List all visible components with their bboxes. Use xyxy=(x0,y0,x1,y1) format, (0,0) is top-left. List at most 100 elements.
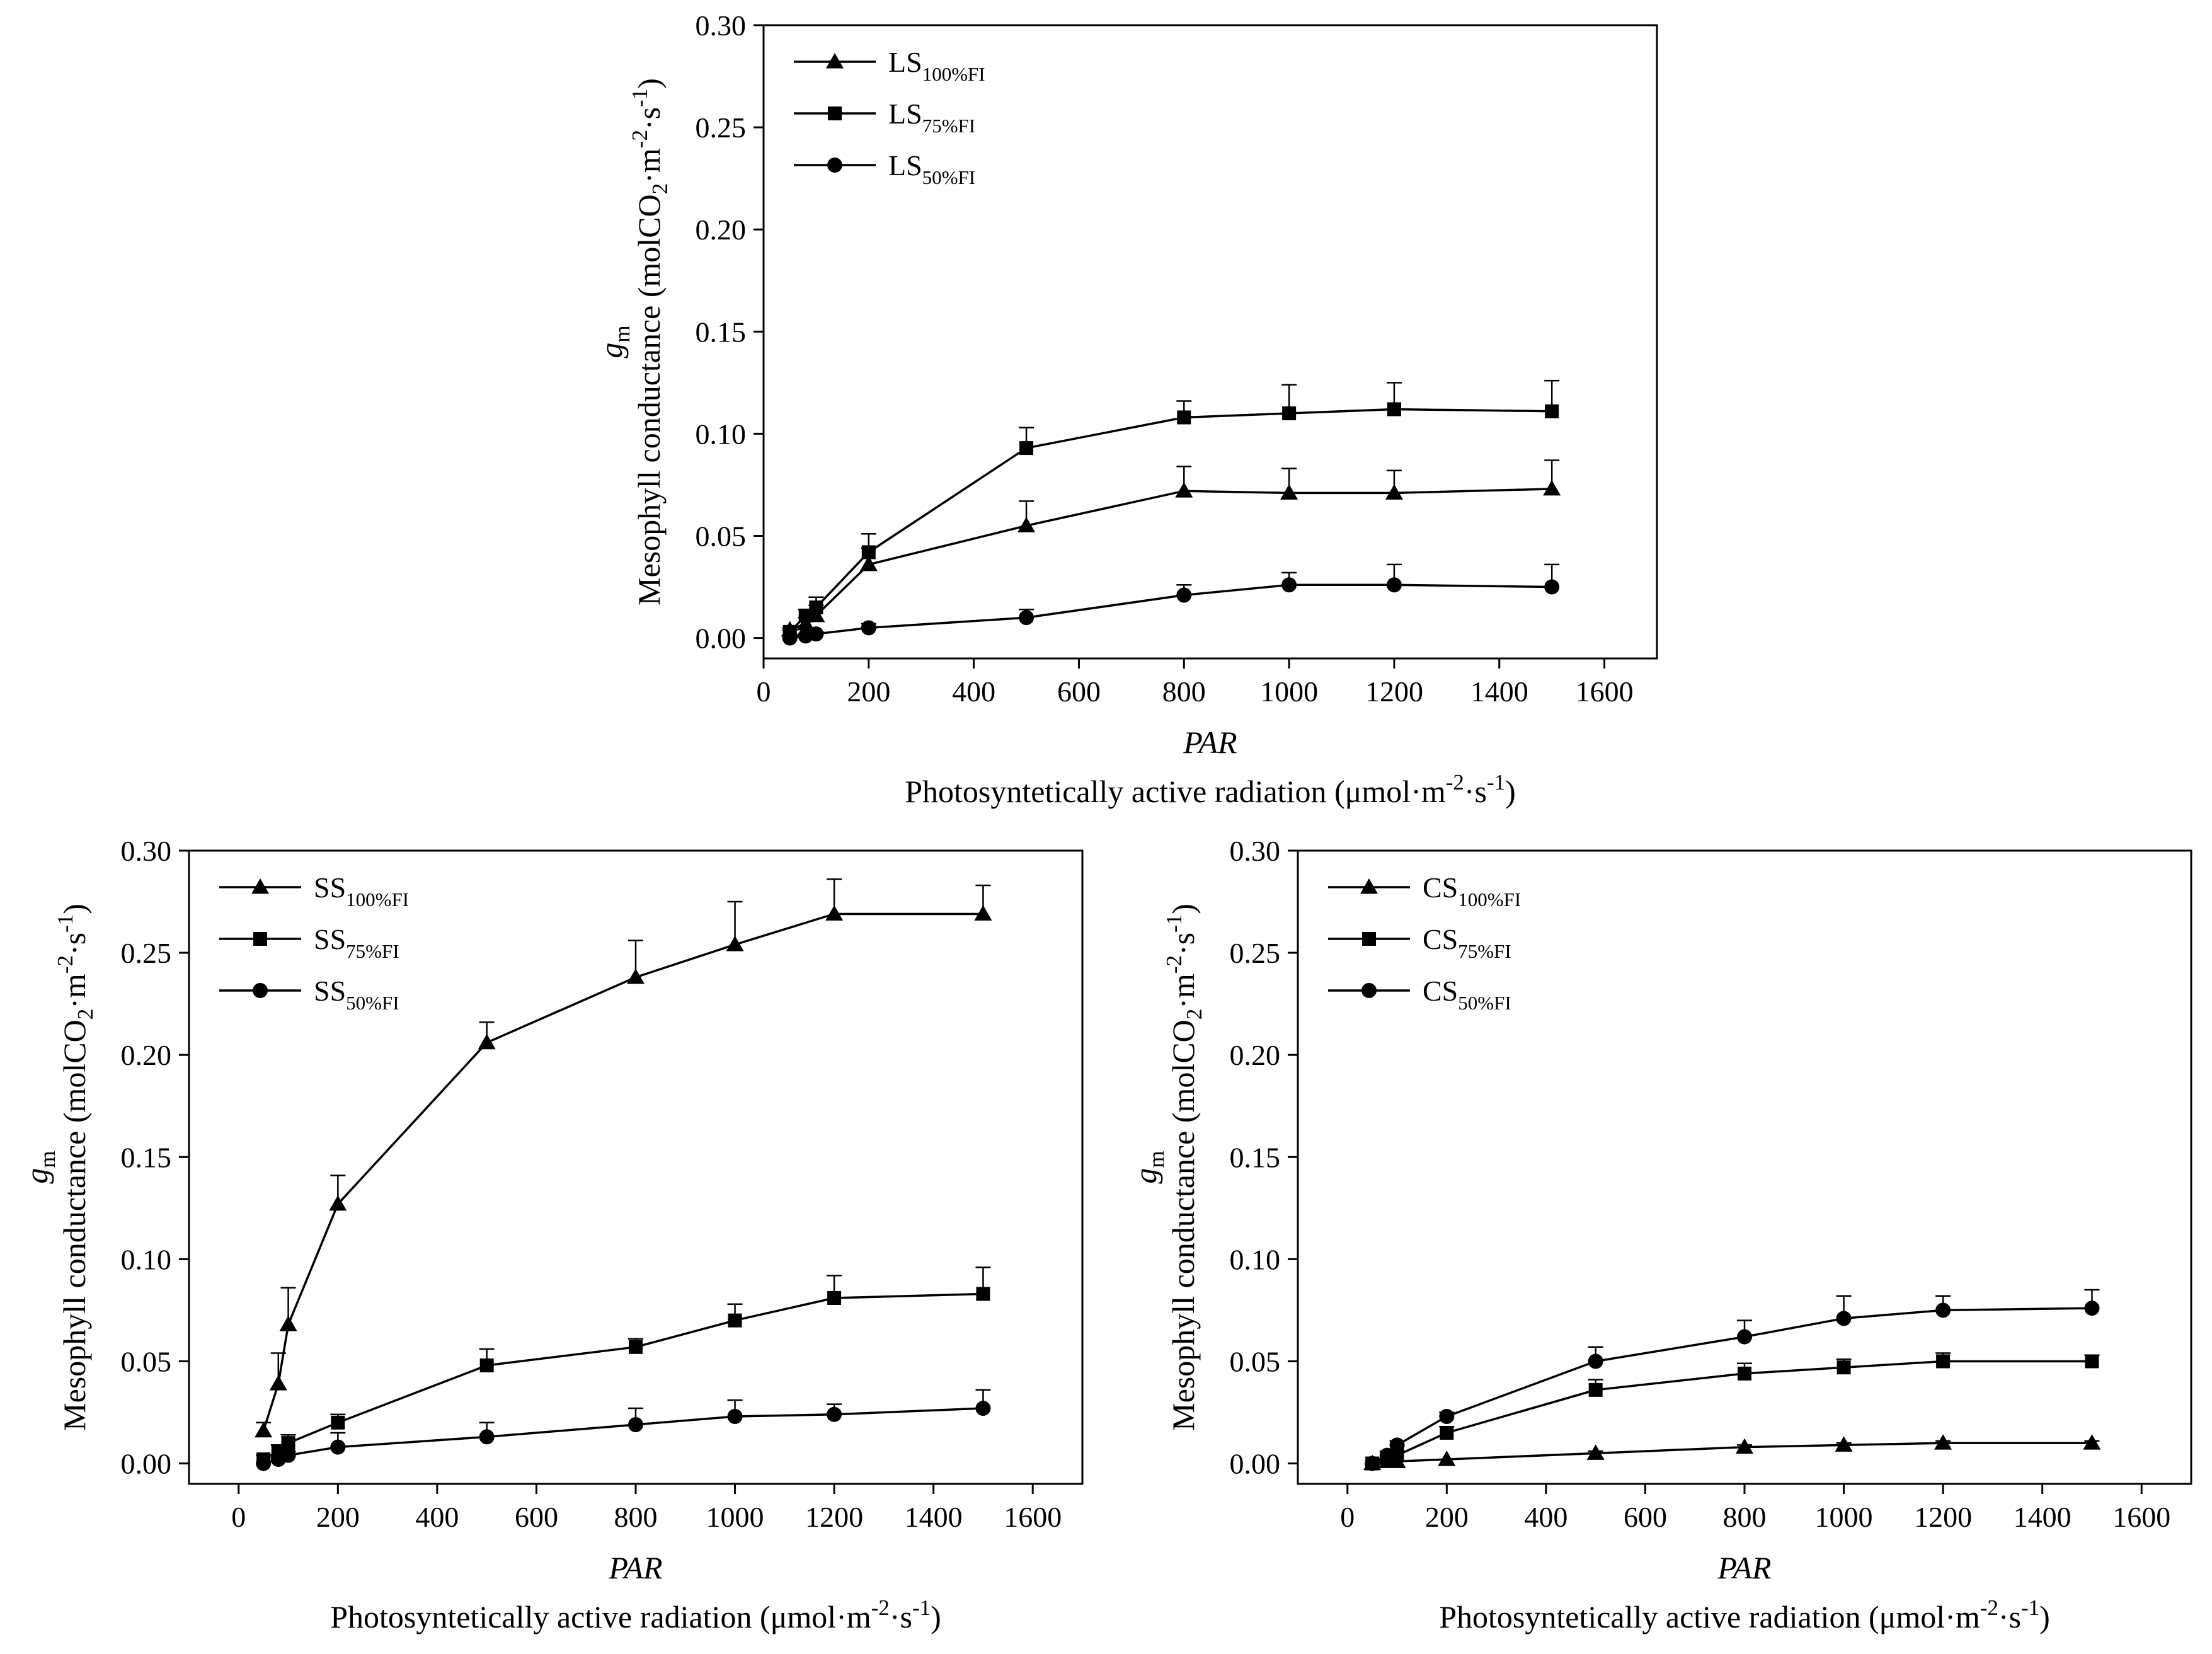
legend-marker xyxy=(828,106,842,120)
data-point xyxy=(827,1290,842,1305)
series-ls-50pctfi xyxy=(782,563,1560,646)
data-point xyxy=(798,608,813,623)
y-tick-label: 0.15 xyxy=(1230,1141,1281,1173)
data-point xyxy=(1389,1437,1405,1453)
y-axis-variable: gm xyxy=(19,1151,60,1183)
legend-label: CS100%FI xyxy=(1423,871,1521,910)
x-tick-label: 800 xyxy=(1162,675,1206,708)
data-point xyxy=(255,1421,273,1438)
data-point xyxy=(1835,1436,1853,1452)
data-point xyxy=(1836,1311,1852,1326)
data-point xyxy=(330,1439,346,1455)
data-point xyxy=(629,1340,643,1354)
legend: SS100%FI SS75%FI SS50%FI xyxy=(219,871,409,1014)
x-tick-label: 0 xyxy=(757,675,771,708)
data-point xyxy=(331,1415,345,1430)
x-tick-label: 600 xyxy=(1624,1501,1667,1533)
y-axis-variable: gm xyxy=(1128,1151,1169,1183)
y-tick-label: 0.25 xyxy=(121,937,172,969)
data-point xyxy=(1736,1438,1753,1454)
legend-label: SS100%FI xyxy=(314,871,409,910)
x-axis-variable: PAR xyxy=(1717,1550,1771,1585)
data-point xyxy=(1175,482,1193,498)
data-point xyxy=(825,905,844,921)
x-axis-label: Photosyntetically active radiation (μmol… xyxy=(1439,1595,2050,1634)
legend-marker xyxy=(1362,932,1376,946)
data-point xyxy=(1588,1353,1603,1369)
data-point xyxy=(1282,406,1297,420)
y-tick-label: 0.10 xyxy=(1230,1243,1281,1275)
legend-label: CS50%FI xyxy=(1423,975,1511,1014)
data-point xyxy=(1588,1382,1603,1397)
series-line xyxy=(1372,1307,2092,1465)
data-point xyxy=(861,620,876,636)
x-axis-variable: PAR xyxy=(608,1550,662,1585)
data-point xyxy=(1019,441,1034,456)
y-axis-label: Mesophyll conductance (molCO2·m-2·s-1) xyxy=(627,78,672,606)
data-point xyxy=(1837,1360,1851,1375)
data-point xyxy=(256,1456,272,1471)
data-point xyxy=(281,1436,295,1450)
x-tick-label: 400 xyxy=(415,1501,459,1533)
y-tick-label: 0.05 xyxy=(121,1345,172,1377)
data-point xyxy=(627,968,645,984)
y-tick-label: 0.05 xyxy=(1230,1345,1281,1377)
data-point xyxy=(1440,1425,1454,1440)
y-tick-label: 0.20 xyxy=(1230,1039,1281,1071)
data-point xyxy=(628,1416,643,1432)
legend-marker xyxy=(253,932,267,946)
data-point xyxy=(478,1033,496,1050)
data-point xyxy=(1737,1329,1752,1345)
y-tick-label: 0.30 xyxy=(1230,835,1281,867)
x-axis-label: Photosyntetically active radiation (μmol… xyxy=(905,770,1516,809)
data-point xyxy=(1379,1447,1395,1463)
x-tick-label: 1600 xyxy=(1576,675,1634,708)
data-point xyxy=(1544,579,1560,595)
series-line xyxy=(789,408,1552,633)
data-point xyxy=(727,1409,743,1425)
data-point xyxy=(1177,410,1191,425)
x-tick-label: 200 xyxy=(847,675,890,708)
x-tick-label: 1000 xyxy=(1815,1501,1873,1533)
data-point xyxy=(2085,1354,2099,1369)
data-point xyxy=(479,1429,495,1445)
series-cs-100pctfi xyxy=(1363,1434,2101,1471)
x-tick-label: 0 xyxy=(231,1501,246,1533)
data-point xyxy=(479,1358,494,1372)
x-axis-label: Photosyntetically active radiation (μmol… xyxy=(330,1595,941,1634)
data-point xyxy=(279,1316,297,1331)
series-line xyxy=(1372,1442,2092,1465)
legend-marker xyxy=(253,983,268,998)
y-tick-label: 0.15 xyxy=(696,316,747,348)
data-point xyxy=(1545,404,1559,418)
data-point xyxy=(1385,484,1403,500)
legend-label: LS100%FI xyxy=(888,46,985,85)
x-tick-label: 1000 xyxy=(1260,675,1318,708)
y-tick-label: 0.10 xyxy=(121,1243,172,1275)
legend-marker xyxy=(251,878,269,894)
legend: LS100%FI LS75%FI LS50%FI xyxy=(794,46,985,188)
x-tick-label: 1200 xyxy=(805,1501,863,1533)
legend-label: SS50%FI xyxy=(314,975,399,1014)
data-point xyxy=(1934,1434,1952,1450)
data-point xyxy=(1280,484,1298,500)
x-tick-label: 800 xyxy=(614,1501,658,1533)
y-tick-label: 0.20 xyxy=(696,214,747,246)
x-tick-label: 400 xyxy=(952,675,995,708)
x-tick-label: 200 xyxy=(316,1501,360,1533)
x-tick-label: 1400 xyxy=(2014,1501,2072,1533)
data-point xyxy=(1365,1456,1380,1471)
data-point xyxy=(809,600,823,614)
data-point xyxy=(796,614,815,631)
data-point xyxy=(1281,577,1297,593)
data-point xyxy=(1438,1450,1456,1466)
series-cs-50pctfi xyxy=(1365,1289,2100,1471)
series-cs-75pctfi xyxy=(1365,1352,2100,1471)
data-point xyxy=(269,1375,287,1391)
chart-panel-ls: 0 200 400 600 800 1000 1200 1400 1600 0.00 0.05 0.1… xyxy=(593,9,1658,809)
legend-label: CS75%FI xyxy=(1423,923,1511,962)
x-tick-label: 1600 xyxy=(2112,1501,2170,1533)
x-tick-label: 1400 xyxy=(905,1501,963,1533)
series-ls-100pctfi xyxy=(781,459,1561,637)
legend-label: SS75%FI xyxy=(314,923,399,962)
